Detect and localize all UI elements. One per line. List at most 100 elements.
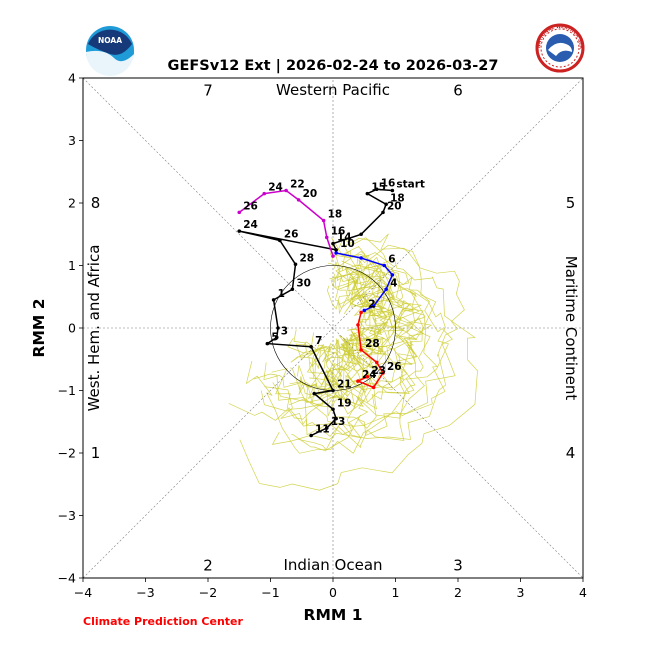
- ensemble-member-line: [271, 260, 388, 420]
- data-point: [334, 251, 338, 255]
- data-label: 3: [281, 325, 288, 337]
- phase-label: 2: [203, 557, 213, 575]
- data-label: 23: [371, 365, 386, 377]
- ensemble-member-line: [228, 244, 465, 440]
- ensemble-member-line: [260, 260, 390, 412]
- x-tick-label: 2: [454, 585, 462, 600]
- data-label: 28: [365, 338, 380, 350]
- y-tick-label: 4: [68, 71, 76, 86]
- data-point: [324, 235, 329, 240]
- data-point: [274, 335, 279, 340]
- guide-diagonal: [82, 77, 584, 579]
- data-point: [356, 323, 360, 327]
- data-point: [384, 287, 388, 292]
- data-label: 4: [390, 277, 397, 289]
- data-point: [359, 256, 363, 260]
- data-label: 1: [278, 288, 285, 300]
- data-point: [331, 388, 335, 393]
- data-point: [276, 326, 280, 330]
- y-tick-label: 1: [68, 258, 76, 273]
- data-point: [334, 248, 338, 252]
- ensemble-member-line: [297, 265, 433, 417]
- data-label: 26: [284, 229, 299, 241]
- data-label: 30: [296, 277, 311, 289]
- ensemble-member-line: [306, 270, 383, 403]
- ensemble-member-line: [289, 269, 387, 387]
- data-point: [296, 198, 301, 202]
- data-label: 7: [315, 335, 322, 347]
- data-point: [309, 433, 313, 438]
- data-point: [382, 263, 387, 268]
- data-label: 10: [340, 238, 355, 250]
- data-point: [381, 371, 385, 375]
- data-point: [356, 379, 360, 383]
- data-point: [390, 188, 395, 193]
- data-point: [359, 232, 363, 237]
- data-label: 5: [271, 332, 278, 344]
- data-point: [384, 202, 388, 207]
- data-label: 22: [290, 179, 305, 191]
- data-label: start: [396, 179, 425, 191]
- ensemble-members: [228, 233, 478, 491]
- data-point: [334, 416, 338, 421]
- data-label: 28: [300, 252, 315, 264]
- phase-label: 5: [566, 194, 576, 212]
- data-label: 24: [268, 182, 283, 194]
- data-point: [278, 238, 282, 243]
- y-tick-label: 3: [68, 133, 76, 148]
- y-tick-label: 0: [68, 321, 76, 336]
- region-indian-ocean: Indian Ocean: [283, 556, 382, 574]
- y-tick-label: −2: [58, 446, 76, 461]
- chart-title: GEFSv12 Ext | 2026-02-24 to 2026-03-27: [168, 58, 499, 74]
- x-tick-label: 0: [329, 585, 337, 600]
- x-tick-label: −3: [136, 585, 154, 600]
- x-tick-label: 3: [517, 585, 525, 600]
- data-label: 11: [315, 424, 330, 436]
- data-point: [265, 341, 270, 346]
- ensemble-member-line: [287, 262, 395, 371]
- data-point: [237, 210, 242, 215]
- data-point: [309, 344, 313, 349]
- y-tick-label: 2: [68, 196, 76, 211]
- ensemble-member-line: [301, 254, 394, 398]
- y-tick-label: −3: [58, 508, 76, 523]
- data-point: [362, 308, 367, 313]
- x-tick-label: −2: [199, 585, 217, 600]
- data-point: [293, 262, 298, 267]
- y-tick-label: −4: [58, 571, 76, 586]
- data-label: 20: [387, 200, 402, 212]
- y-tick-label: −1: [58, 383, 76, 398]
- data-point: [290, 287, 295, 292]
- data-label: 19: [337, 397, 352, 409]
- data-point: [312, 391, 317, 396]
- ensemble-member-line: [239, 251, 478, 491]
- series-group: 6 4 2: [334, 251, 397, 313]
- data-point: [390, 273, 395, 277]
- phase-guides: [82, 77, 584, 579]
- data-point: [365, 374, 370, 379]
- data-point: [371, 385, 376, 390]
- data-point: [374, 360, 379, 365]
- x-tick-label: −4: [74, 585, 92, 600]
- x-tick-label: 4: [579, 585, 587, 600]
- data-label: 16: [331, 225, 346, 237]
- data-point: [331, 254, 335, 258]
- phase-label: 8: [91, 194, 101, 212]
- x-tick-label: −1: [261, 585, 279, 600]
- data-point: [381, 210, 385, 215]
- ensemble-member-line: [291, 270, 425, 452]
- x-tick-label: 1: [392, 585, 400, 600]
- ensemble-member-line: [313, 233, 437, 396]
- phase-label: 6: [453, 82, 463, 100]
- data-point: [271, 298, 276, 302]
- data-point: [331, 241, 335, 246]
- data-label: 18: [390, 192, 405, 204]
- data-label: 16: [381, 177, 396, 189]
- data-point: [237, 229, 242, 233]
- data-point: [284, 188, 288, 193]
- region-west-hem-africa: West. Hem. and Africa: [85, 245, 103, 412]
- data-point: [374, 187, 379, 192]
- data-label: 15: [371, 182, 386, 194]
